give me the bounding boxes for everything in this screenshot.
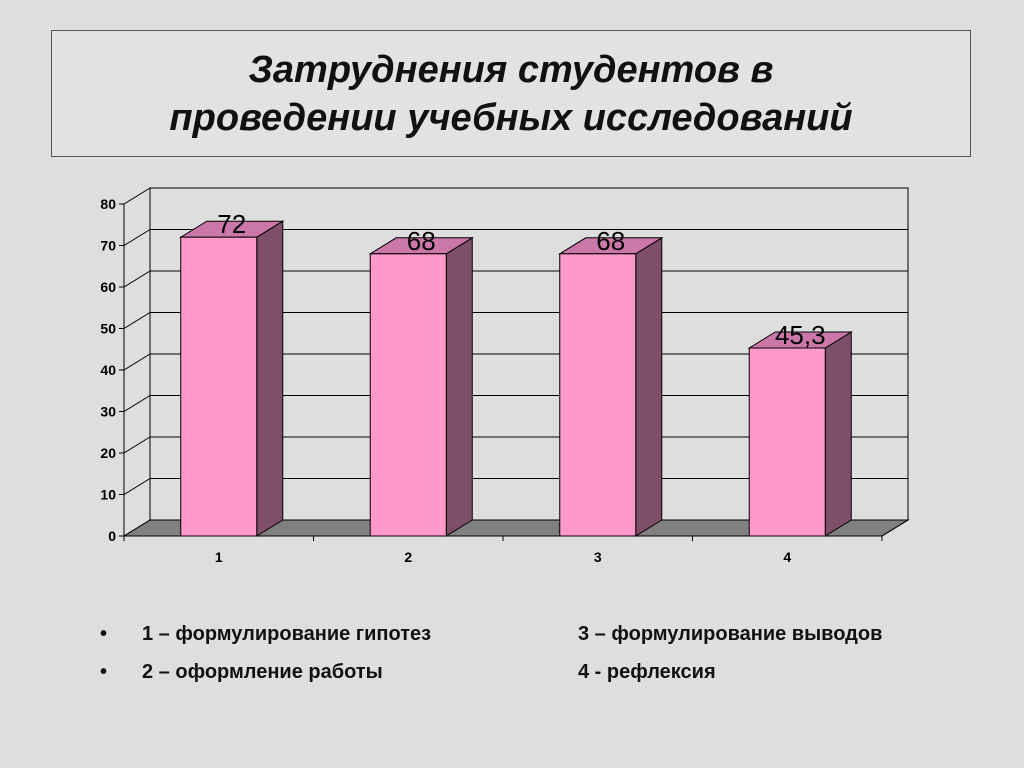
gridline-side — [123, 436, 151, 454]
bar — [559, 253, 637, 537]
bullet-icon: • — [100, 623, 108, 645]
title-box: Затруднения студентов в проведении учебн… — [51, 30, 971, 157]
y-tick-label: 20 — [100, 445, 116, 461]
y-tick-label: 70 — [100, 238, 116, 254]
gridline-side — [123, 478, 151, 495]
y-tick-label: 60 — [100, 279, 116, 295]
legend: • 1 – формулирование гипотез 3 – формули… — [100, 623, 1000, 699]
bar — [369, 253, 447, 537]
floor-edge — [881, 519, 909, 537]
y-tick-label: 40 — [100, 362, 116, 378]
bar — [180, 236, 258, 537]
legend-item-4: 4 - рефлексия — [578, 661, 716, 683]
bar-side — [445, 236, 473, 537]
legend-item-1: 1 – формулирование гипотез — [142, 623, 432, 645]
gridline-side — [123, 270, 151, 288]
bar-side — [635, 236, 663, 537]
x-tick-label: 1 — [215, 549, 223, 565]
gridline-side — [123, 353, 151, 371]
x-tick-label: 2 — [404, 549, 412, 565]
y-tick-label: 30 — [100, 404, 116, 420]
gridline-side — [123, 312, 151, 329]
bar-value-label: 45,3 — [775, 320, 826, 350]
legend-item-2: 2 – оформление работы — [142, 661, 383, 683]
bullet-icon: • — [100, 661, 108, 683]
bar-side — [256, 220, 284, 537]
bar — [748, 347, 826, 537]
bar-chart: 0 10 20 30 40 50 60 70 80 1 2 3 4 72 68 68 45,3 — [100, 187, 910, 565]
bar-value-label: 68 — [407, 226, 436, 256]
bar-value-label: 72 — [217, 209, 246, 239]
bar-value-label: 68 — [596, 226, 625, 256]
legend-row-1: • 1 – формулирование гипотез 3 – формули… — [100, 623, 1000, 661]
gridline-side — [123, 395, 151, 412]
y-tick-label: 50 — [100, 321, 116, 337]
bar-side — [824, 331, 852, 537]
gridline-side — [123, 187, 151, 205]
y-tick-label: 10 — [100, 487, 116, 503]
y-tick-label: 0 — [108, 528, 116, 544]
x-tick-label: 3 — [594, 549, 602, 565]
legend-row-2: • 2 – оформление работы 4 - рефлексия — [100, 661, 1000, 699]
slide-title: Затруднения студентов в проведении учебн… — [169, 48, 853, 139]
x-tick-label: 4 — [783, 549, 791, 565]
legend-item-3: 3 – формулирование выводов — [578, 623, 883, 645]
y-tick-label: 80 — [100, 196, 116, 212]
gridline-side — [123, 229, 151, 246]
